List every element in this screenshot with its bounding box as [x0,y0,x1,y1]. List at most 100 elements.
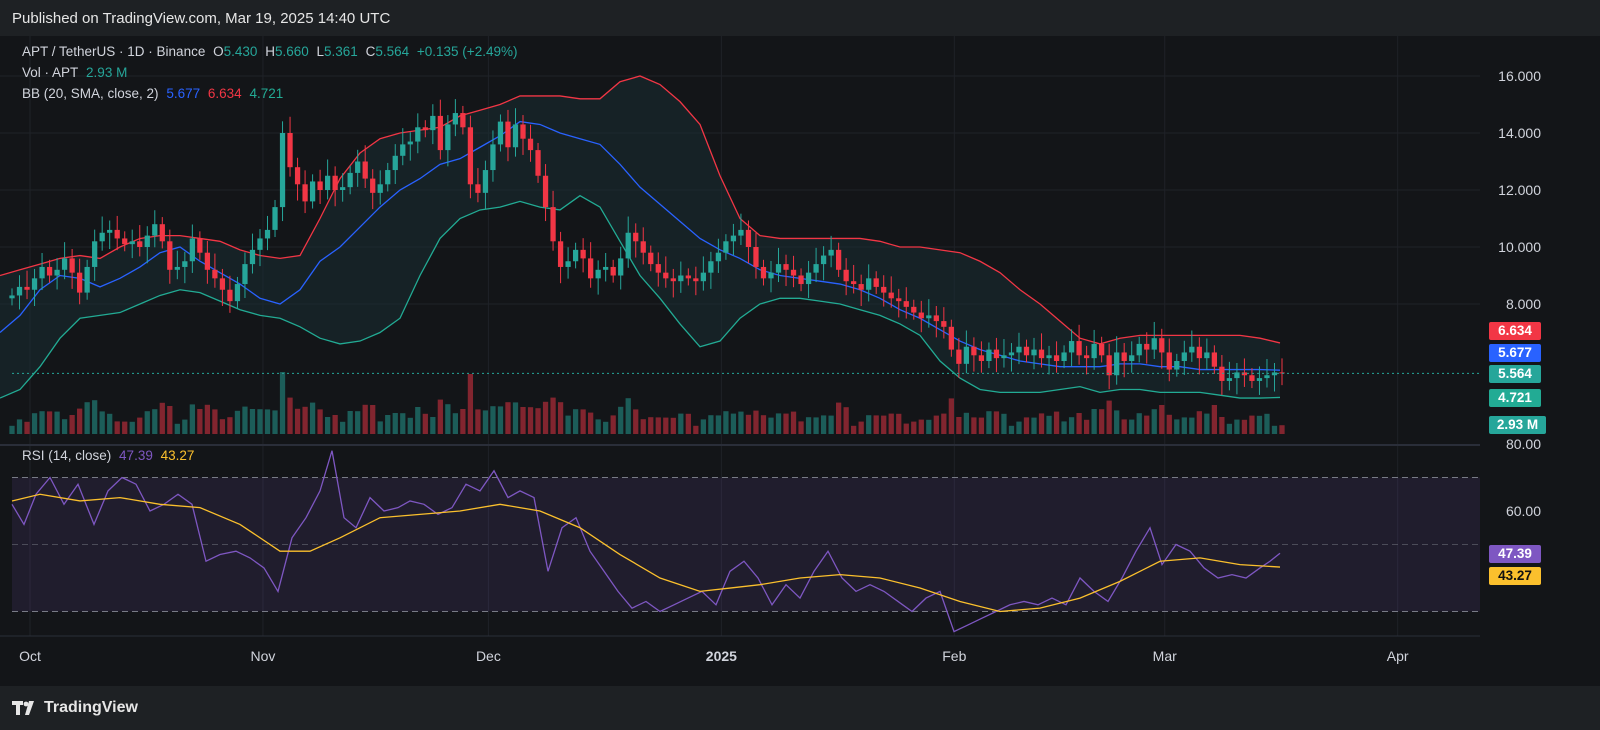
candle-body [242,264,248,285]
volume-bar [122,421,128,434]
candle-body [1023,346,1030,356]
candle-body [189,238,195,262]
volume-bar [595,419,601,434]
volume-bar [69,415,75,434]
legend-bb[interactable]: BB (20, SMA, close, 2) 5.677 6.634 4.721 [22,86,287,101]
time-axis-label: Apr [1387,648,1409,664]
candle-body [1226,378,1233,381]
price-axis-label: 16.000 [1498,68,1541,84]
candle-body [460,113,466,128]
volume-bar [903,423,909,434]
volume-bar [745,414,752,434]
volume-bar [986,411,992,434]
candle-body [963,346,970,364]
candle-body [1166,352,1172,370]
candle-body [197,238,203,253]
candle-body [1279,372,1285,374]
volume-bar [633,409,639,434]
candles [9,99,1285,395]
volume-bars [9,372,1285,434]
legend-symbol: APT / TetherUS · 1D · Binance [22,44,206,59]
legend-ohlc[interactable]: APT / TetherUS · 1D · Binance O5.430 H5.… [22,44,521,59]
volume-bar [400,413,406,434]
tradingview-logo[interactable]: TradingView [12,699,138,717]
volume-bar [881,415,887,434]
volume-bar [738,411,744,434]
volume-bar [332,415,338,434]
volume-bar [505,402,511,434]
price-axis-labels: 16.000 14.000 12.000 10.000 8.000 80.00 60.00 [1498,68,1541,519]
volume-bar [1083,419,1090,434]
volume-bar [460,409,466,434]
volume-bar [835,402,842,434]
candle-body [92,241,98,267]
volume-bar [264,409,271,434]
legend-rsi-value: 47.39 [119,448,153,463]
time-axis-label: Dec [476,648,501,664]
volume-bar [407,417,413,434]
chart-area[interactable]: 16.00014.00012.00010.0008.00080.0060.00 … [0,36,1600,686]
volume-bar [159,402,165,434]
candle-body [385,170,391,185]
volume-bar [655,417,661,434]
volume-bar [978,417,985,434]
volume-bar [1121,419,1127,434]
volume-bar [693,425,699,434]
volume-bar [775,413,782,434]
candle-body [1211,352,1217,367]
volume-bar [640,419,646,434]
candle-body [535,150,541,176]
volume-bar [1023,417,1030,434]
rsi-axis-label: 60.00 [1506,503,1541,519]
volume-bar [189,404,195,434]
volume-bar [249,409,256,434]
volume-bar [1091,409,1097,434]
candle-body [858,284,864,290]
volume-bar [31,413,38,434]
price-axis-label: 14.000 [1498,125,1541,141]
legend-low-label: L [316,44,325,59]
legend-volume[interactable]: Vol · APT 2.93 M [22,65,131,80]
bb-basis-line [0,120,1281,371]
candle-body [512,124,519,148]
volume-bar [272,410,278,434]
legend-rsi[interactable]: RSI (14, close) 47.39 43.27 [22,448,198,463]
candle-body [595,269,601,279]
candle-body [1174,361,1180,370]
candle-body [482,170,489,193]
candle-body [693,278,699,282]
pane-separator[interactable] [0,444,1480,446]
volume-bar [317,409,323,434]
volume-bar [1038,413,1045,434]
volume-bar [77,408,83,434]
volume-bar [550,397,556,434]
candle-body [107,229,113,233]
candle-body [978,355,985,361]
candle-body [881,286,887,293]
candle-body [84,266,90,293]
candle-body [362,161,368,179]
volume-bar [956,417,962,434]
candle-body [182,261,188,267]
candle-body [1031,349,1037,356]
candle-body [603,266,609,270]
candle-body [159,224,165,242]
volume-bar [820,415,827,434]
time-axis-label: Oct [19,648,41,664]
candle-body [820,255,827,265]
candle-body [1196,346,1202,359]
candle-body [648,252,654,265]
volume-bar [54,411,60,434]
volume-bar [1196,411,1202,434]
candle-body [294,167,301,185]
volume-bar [1226,423,1233,434]
candle-body [1008,352,1015,356]
candle-body [745,229,752,247]
volume-bar [1234,419,1240,434]
candle-body [843,269,849,282]
volume-bar [858,421,864,434]
volume-bar [911,421,917,434]
volume-bar [678,413,684,434]
legend-vol-value: 2.93 M [86,65,128,80]
candle-body [851,281,857,285]
